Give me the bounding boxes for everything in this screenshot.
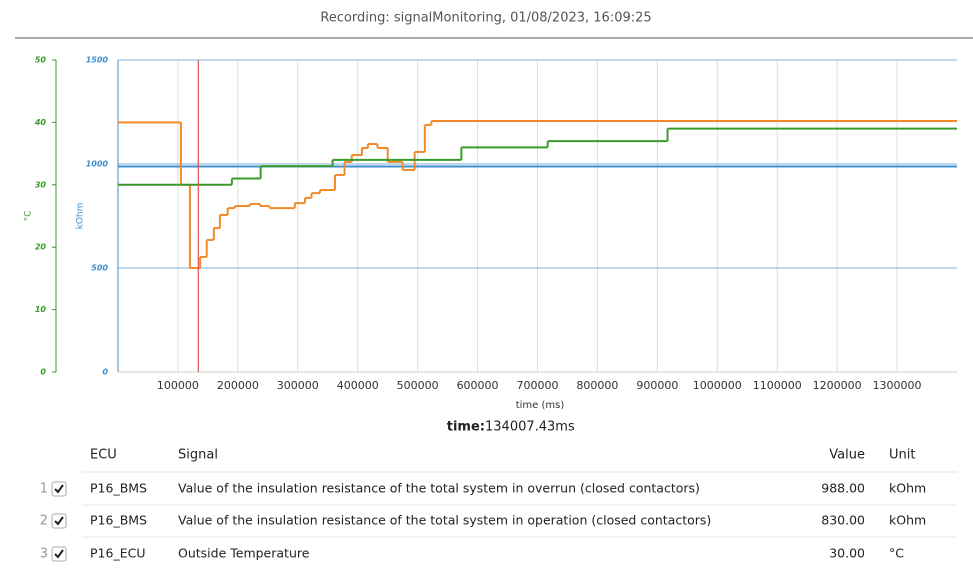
y-tick-label: 10 bbox=[35, 305, 47, 314]
row-index: 1 bbox=[40, 482, 48, 497]
table-header: Unit bbox=[889, 448, 915, 463]
checkmark bbox=[54, 484, 64, 494]
table-header: ECU bbox=[90, 448, 117, 463]
table-cell: Outside Temperature bbox=[178, 546, 310, 561]
row-index: 3 bbox=[40, 547, 48, 562]
table-cell: 988.00 bbox=[821, 481, 865, 496]
y2-tick-label: 500 bbox=[91, 264, 108, 273]
y2-tick-label: 1000 bbox=[86, 160, 109, 169]
x-tick-label: 1300000 bbox=[873, 379, 922, 392]
y-tick-label: 50 bbox=[35, 56, 47, 65]
x-tick-label: 200000 bbox=[217, 379, 259, 392]
x-tick-label: 400000 bbox=[337, 379, 379, 392]
x-tick-label: 1000000 bbox=[693, 379, 742, 392]
recording-title: Recording: signalMonitoring, 01/08/2023,… bbox=[320, 11, 651, 26]
table-cell: °C bbox=[889, 546, 904, 561]
y-tick-label: 0 bbox=[40, 368, 46, 377]
table-cell: P16_ECU bbox=[90, 546, 145, 561]
x-tick-label: 100000 bbox=[157, 379, 199, 392]
table-cell: P16_BMS bbox=[90, 513, 147, 528]
table-cell: Value of the insulation resistance of th… bbox=[178, 513, 711, 528]
x-tick-label: 1200000 bbox=[813, 379, 862, 392]
x-axis-title: time (ms) bbox=[516, 400, 565, 411]
checkmark bbox=[54, 516, 64, 526]
table-cell: kOhm bbox=[889, 481, 926, 496]
x-tick-label: 700000 bbox=[517, 379, 559, 392]
y2-tick-label: 0 bbox=[102, 368, 108, 377]
x-tick-label: 900000 bbox=[636, 379, 678, 392]
y2-axis-title: kOhm bbox=[76, 203, 86, 230]
y-tick-label: 20 bbox=[35, 243, 47, 252]
table-header: Signal bbox=[178, 448, 218, 463]
x-tick-label: 300000 bbox=[277, 379, 319, 392]
y2-tick-label: 1500 bbox=[86, 56, 109, 65]
x-tick-label: 800000 bbox=[576, 379, 618, 392]
table-cell: Value of the insulation resistance of th… bbox=[178, 481, 700, 496]
y-tick-label: 40 bbox=[34, 118, 47, 127]
x-tick-label: 500000 bbox=[397, 379, 439, 392]
table-cell: P16_BMS bbox=[90, 481, 147, 496]
x-tick-label: 1100000 bbox=[753, 379, 802, 392]
cursor-title: time: bbox=[447, 420, 485, 435]
y-tick-label: 30 bbox=[35, 180, 47, 189]
y-axis-title: °C bbox=[24, 211, 34, 222]
table-cell: 830.00 bbox=[821, 513, 865, 528]
cursor-time: 134007.43ms bbox=[485, 420, 575, 435]
checkmark bbox=[54, 549, 64, 559]
row-index: 2 bbox=[40, 514, 48, 529]
x-tick-label: 600000 bbox=[457, 379, 499, 392]
table-cell: 30.00 bbox=[829, 546, 865, 561]
table-cell: kOhm bbox=[889, 513, 926, 528]
table-header: Value bbox=[829, 448, 865, 463]
